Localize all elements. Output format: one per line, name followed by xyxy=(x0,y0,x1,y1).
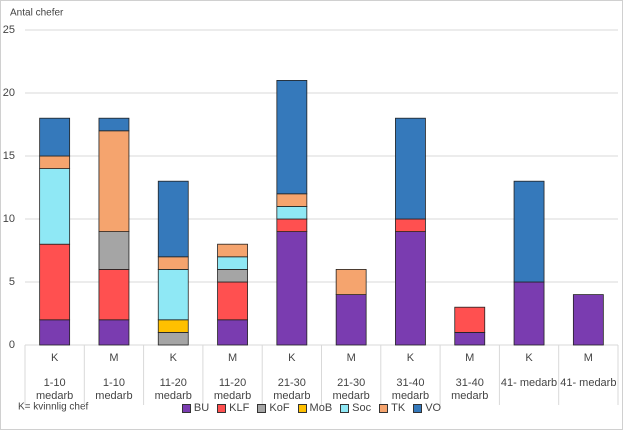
bar-segment xyxy=(513,281,545,346)
bar-segment xyxy=(39,243,71,321)
legend-label: BU xyxy=(193,402,210,414)
legend-label: TK xyxy=(391,402,406,414)
legend-swatch xyxy=(181,403,191,413)
bar-segment xyxy=(276,80,308,195)
bar-segment xyxy=(39,117,71,157)
x-tick-label: M xyxy=(465,352,474,364)
legend-item: Soc xyxy=(340,402,371,414)
y-tick-label: 5 xyxy=(9,276,15,288)
legend-swatch xyxy=(379,403,389,413)
x-tick-label: M xyxy=(584,352,593,364)
bar-segment xyxy=(395,231,426,346)
legend-label: KLF xyxy=(229,402,250,414)
bar-segment xyxy=(217,256,248,270)
legend-label: MoB xyxy=(309,402,333,414)
legend-label: KoF xyxy=(269,402,290,414)
y-tick-label: 25 xyxy=(3,24,15,36)
legend-swatch xyxy=(217,403,227,413)
bar-segment xyxy=(39,155,71,169)
bar-segment xyxy=(98,117,130,132)
bar-segment xyxy=(39,168,71,245)
bar-segment xyxy=(98,268,130,321)
x-tick-label: M xyxy=(228,352,237,364)
legend-label: VO xyxy=(425,402,442,414)
bar-segment xyxy=(572,294,604,346)
legend-swatch xyxy=(257,403,267,413)
bar-segment xyxy=(335,268,367,295)
bar-segment xyxy=(335,294,367,346)
x-tick-label: M xyxy=(109,352,118,364)
group-label: 1-10 medarb xyxy=(95,377,133,402)
legend-swatch xyxy=(413,403,423,413)
bar-segment xyxy=(276,193,308,207)
x-tick-label: K xyxy=(51,352,59,364)
bar-segment xyxy=(157,268,189,321)
bar-segment xyxy=(98,231,130,270)
legend-item: BU xyxy=(181,402,210,414)
legend-item: TK xyxy=(379,402,405,414)
bar-segment xyxy=(157,180,189,258)
bar-segment xyxy=(157,256,189,270)
bar-segment xyxy=(513,180,545,283)
legend-item: KLF xyxy=(217,402,249,414)
bar-segment xyxy=(276,205,308,220)
bar-segment xyxy=(276,231,308,346)
bar-segment xyxy=(276,218,308,233)
y-tick-label: 0 xyxy=(9,339,15,351)
x-tick-label: M xyxy=(347,352,356,364)
group-label: 21-30 medarb xyxy=(273,377,311,402)
y-tick-label: 20 xyxy=(3,87,15,99)
bar-segment xyxy=(157,331,189,346)
legend: BU KLF KoF MoB Soc TK VO xyxy=(0,402,623,414)
bar-segment xyxy=(217,319,248,346)
legend-label: Soc xyxy=(352,402,372,414)
footnote: K= kvinnlig chef xyxy=(18,402,89,413)
bar-segment xyxy=(98,319,130,346)
bar-segment xyxy=(98,130,130,233)
bar-segment xyxy=(217,268,248,283)
group-label: 1-10 medarb xyxy=(35,377,74,402)
bar-segment xyxy=(217,281,248,321)
bar-segment xyxy=(157,319,189,333)
x-tick-label: K xyxy=(525,352,533,364)
group-label: 11-20 medarb xyxy=(213,377,252,402)
y-tick-label: 10 xyxy=(3,213,15,225)
legend-swatch xyxy=(340,403,350,413)
bar-segment xyxy=(454,306,486,333)
x-tick-label: K xyxy=(407,352,415,364)
group-label: 11-20 medarb xyxy=(154,377,192,402)
x-tick-label: K xyxy=(288,352,296,364)
bar-segment xyxy=(217,243,248,258)
legend-item: VO xyxy=(413,402,441,414)
bar-segment xyxy=(454,331,486,346)
group-label: 21-30 medarb xyxy=(332,377,370,402)
bar-segment xyxy=(39,319,71,346)
group-label: 31-40 medarb xyxy=(451,377,489,402)
y-axis-label: Antal chefer xyxy=(10,8,64,19)
legend-item: MoB xyxy=(297,402,333,414)
group-label: 41- medarb xyxy=(560,377,617,389)
group-label: 41- medarb xyxy=(500,377,558,389)
x-tick-label: K xyxy=(170,352,178,364)
bar-segment xyxy=(395,117,426,220)
legend-item: KoF xyxy=(257,402,290,414)
bar-segment xyxy=(395,218,426,233)
group-label: 31-40 medarb xyxy=(391,377,430,402)
y-tick-label: 15 xyxy=(3,150,15,162)
legend-swatch xyxy=(297,403,307,413)
